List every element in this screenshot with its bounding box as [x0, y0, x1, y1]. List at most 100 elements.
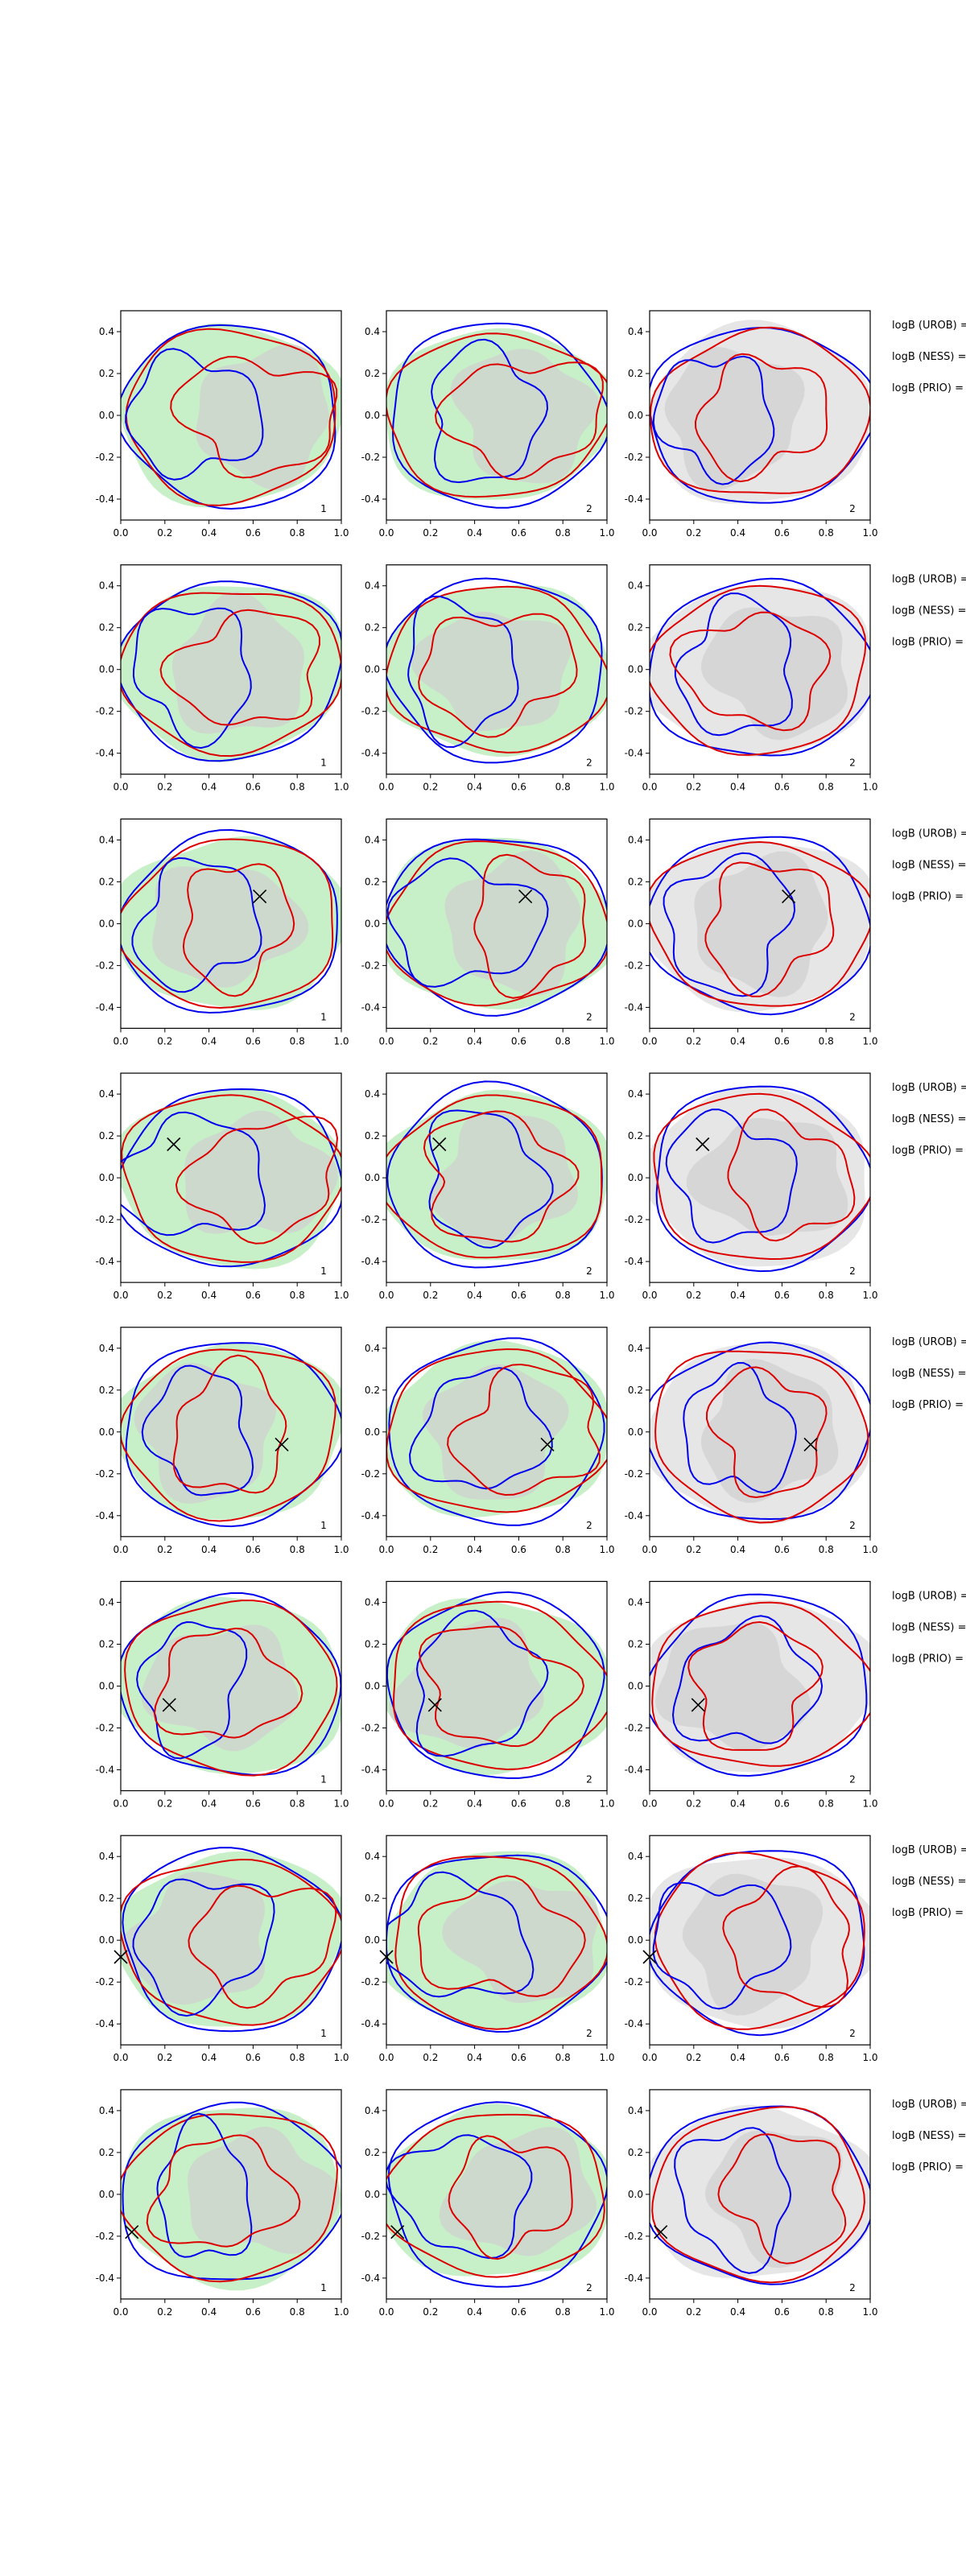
logb-label: logB (PRIO) = — [892, 382, 964, 394]
y-tick-label: -0.2 — [625, 452, 643, 463]
density-core — [134, 1363, 277, 1504]
y-tick-label: 0.4 — [365, 1088, 380, 1100]
x-tick-label: 0.2 — [157, 527, 172, 539]
red-inner-contour — [722, 1865, 850, 2008]
contour-layer — [386, 1591, 607, 1779]
y-tick-label: -0.2 — [361, 1468, 380, 1480]
y-tick-label: 0.0 — [628, 1681, 643, 1692]
logb-label: logB (UROB) = — [892, 828, 966, 840]
panel-number-label: 2 — [849, 1011, 856, 1022]
panel-number-label: 1 — [320, 1774, 327, 1785]
red-inner-contour — [172, 1354, 287, 1494]
logb-label: logB (PRIO) = — [892, 1907, 964, 1919]
x-tick-label: 0.8 — [819, 1290, 834, 1301]
red-inner-contour — [694, 353, 828, 483]
red-outer-contour — [386, 840, 607, 1007]
y-tick-label: 0.0 — [99, 1934, 114, 1946]
y-tick-label: -0.2 — [361, 452, 380, 463]
panel-r5-c1: 0.0 0.2 0.4 0.6 0.8 1.0 -0.4 -0.2 0.0 0.2 0.4 1 — [96, 1327, 349, 1555]
x-tick-label: 1.0 — [599, 2306, 614, 2318]
x-tick-label: 0.6 — [511, 2052, 526, 2063]
y-tick-label: 0.0 — [365, 410, 380, 421]
panel-number-label: 1 — [320, 1011, 327, 1022]
red-inner-contour — [182, 863, 295, 997]
x-tick-label: 0.0 — [113, 1798, 128, 1810]
red-outer-contour — [386, 585, 607, 753]
x-tick-label: 0.4 — [467, 2052, 482, 2063]
contour-layer — [121, 323, 341, 510]
x-tick-label: 1.0 — [862, 527, 877, 539]
panel-number-label: 2 — [849, 2282, 856, 2293]
y-tick-label: -0.2 — [96, 706, 114, 717]
panel-r2-c2: 0.0 0.2 0.4 0.6 0.8 1.0 -0.4 -0.2 0.0 0.2 0.4 2 — [361, 564, 615, 793]
blue-outer-contour — [650, 836, 870, 1016]
red-outer-contour — [121, 1858, 341, 2026]
red-inner-contour — [188, 1885, 337, 2009]
y-tick-label: 0.2 — [99, 2147, 114, 2158]
contour-layer — [386, 1851, 607, 2033]
panel-r3-c3: 0.0 0.2 0.4 0.6 0.8 1.0 -0.4 -0.2 0.0 0.2 0.4 2 — [625, 818, 878, 1046]
blue-outer-contour — [125, 1342, 341, 1528]
x-tick-label: 0.4 — [730, 1035, 745, 1046]
blue-outer-contour — [655, 1085, 870, 1273]
x-tick-label: 1.0 — [862, 1290, 877, 1301]
x-tick-label: 0.8 — [555, 782, 571, 793]
y-tick-label: -0.4 — [625, 1510, 643, 1521]
blue-inner-contour — [156, 2112, 253, 2258]
red-inner-contour — [175, 1115, 339, 1245]
panel-number-label: 2 — [586, 1774, 592, 1785]
y-tick-label: -0.4 — [361, 1765, 380, 1776]
blue-inner-contour — [415, 1609, 549, 1757]
x-tick-label: 0.8 — [819, 2052, 834, 2063]
contour-layer — [650, 2104, 870, 2285]
panel-r5-c2: 0.0 0.2 0.4 0.6 0.8 1.0 -0.4 -0.2 0.0 0.2 0.4 2 — [361, 1327, 615, 1555]
x-tick-label: 0.4 — [201, 1290, 217, 1301]
panel-number-label: 2 — [586, 503, 592, 514]
y-tick-label: 0.0 — [628, 1426, 643, 1438]
y-tick-label: 0.0 — [628, 2189, 643, 2200]
y-tick-label: -0.2 — [625, 1723, 643, 1734]
density-core — [141, 1624, 299, 1752]
blue-inner-contour — [132, 607, 252, 749]
x-tick-label: 0.2 — [157, 2052, 172, 2063]
x-tick-label: 0.6 — [774, 1290, 790, 1301]
blue-inner-contour — [652, 1881, 792, 2010]
y-tick-label: -0.2 — [625, 1468, 643, 1480]
red-outer-contour — [651, 2106, 865, 2284]
red-inner-contour — [687, 1620, 824, 1751]
x-tick-label: 0.0 — [378, 1798, 394, 1810]
logb-label: logB (UROB) = — [892, 574, 966, 586]
x-tick-label: 0.0 — [113, 2052, 128, 2063]
density-core — [152, 866, 309, 988]
panel-number-label: 1 — [320, 1265, 327, 1277]
y-tick-label: 0.0 — [99, 410, 114, 421]
x-tick-label: 0.0 — [642, 1544, 657, 1555]
x-tick-label: 0.6 — [511, 782, 526, 793]
x-tick-label: 1.0 — [599, 2052, 614, 2063]
blue-inner-contour — [386, 857, 549, 988]
x-tick-label: 0.6 — [774, 782, 790, 793]
panel-r4-c2: 0.0 0.2 0.4 0.6 0.8 1.0 -0.4 -0.2 0.0 0.2 0.4 2 — [361, 1072, 615, 1301]
red-outer-contour — [386, 2113, 605, 2278]
y-tick-label: -0.4 — [96, 1510, 114, 1521]
y-tick-label: -0.2 — [361, 1214, 380, 1225]
x-tick-label: 1.0 — [862, 1544, 877, 1555]
contour-layer — [650, 1085, 870, 1273]
red-outer-contour — [392, 1600, 607, 1771]
y-tick-label: 0.2 — [365, 876, 380, 887]
y-tick-label: 0.4 — [99, 834, 114, 845]
red-inner-contour — [146, 2134, 301, 2248]
y-tick-label: 0.4 — [99, 1088, 114, 1100]
y-tick-label: 0.0 — [365, 918, 380, 929]
x-tick-label: 0.6 — [511, 2306, 526, 2318]
blue-outer-contour — [386, 577, 603, 764]
panel-number-label: 2 — [586, 1520, 592, 1531]
x-tick-label: 0.8 — [555, 2306, 571, 2318]
y-tick-label: -0.4 — [361, 2273, 380, 2284]
blue-outer-contour — [121, 324, 336, 510]
x-tick-label: 1.0 — [333, 527, 349, 539]
x-tick-label: 0.2 — [157, 1544, 172, 1555]
x-tick-label: 1.0 — [862, 782, 877, 793]
contour-layer — [650, 1593, 870, 1777]
x-tick-label: 0.4 — [730, 1544, 745, 1555]
